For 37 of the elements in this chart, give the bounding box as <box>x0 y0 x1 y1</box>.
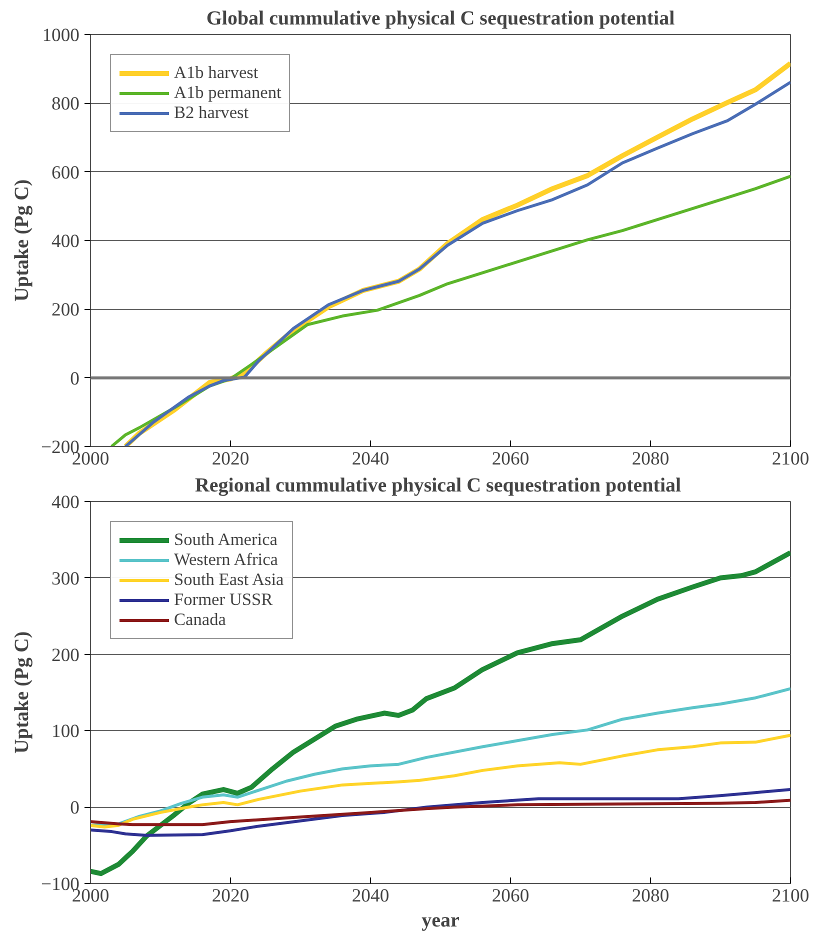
y-axis-title: Uptake (Pg C) <box>10 179 33 302</box>
x-tick-label: 2080 <box>632 448 670 470</box>
y-tick-label: 200 <box>52 300 80 321</box>
chart-title: Global cummulative physical C sequestration potential <box>206 8 676 30</box>
y-tick-label: 200 <box>52 644 80 666</box>
y-axis-title: Uptake (Pg C) <box>10 631 33 754</box>
legend-label: B2 harvest <box>174 103 249 123</box>
y-tick-label: 0 <box>70 368 80 390</box>
y-tick-label: 400 <box>52 492 80 513</box>
x-tick-label: 2040 <box>352 886 390 906</box>
x-tick-label: 2040 <box>352 448 390 470</box>
legend-label: A1b harvest <box>174 63 258 83</box>
x-axis-title: year <box>422 910 460 932</box>
legend-label: South America <box>174 530 278 550</box>
y-tick-label: 800 <box>52 94 80 115</box>
legend-label: A1b permanent <box>174 83 282 103</box>
y-tick-label: 0 <box>70 798 80 819</box>
y-tick-label: 100 <box>52 721 80 742</box>
y-tick-label: 300 <box>52 568 80 590</box>
legend-label: Canada <box>174 610 226 630</box>
legend-label: Former USSR <box>174 590 273 610</box>
line-series <box>90 798 790 826</box>
x-tick-label: 2060 <box>492 886 530 906</box>
line-series <box>90 734 790 828</box>
chart-title: Regional cummulative physical C sequestration potential <box>194 474 682 496</box>
x-tick-label: 2060 <box>492 448 530 470</box>
y-tick-label: 1000 <box>42 25 80 46</box>
y-tick-label: 400 <box>52 231 80 252</box>
legend-label: Western Africa <box>174 550 278 570</box>
x-tick-label: 2080 <box>632 886 670 906</box>
y-tick-label: 600 <box>52 162 80 184</box>
x-tick-label: 2020 <box>212 886 250 906</box>
x-tick-label: 2100 <box>772 448 810 470</box>
line-series <box>90 687 790 827</box>
x-tick-label: 2100 <box>772 886 810 906</box>
x-tick-label: 2020 <box>212 448 250 470</box>
legend-label: South East Asia <box>174 570 284 590</box>
